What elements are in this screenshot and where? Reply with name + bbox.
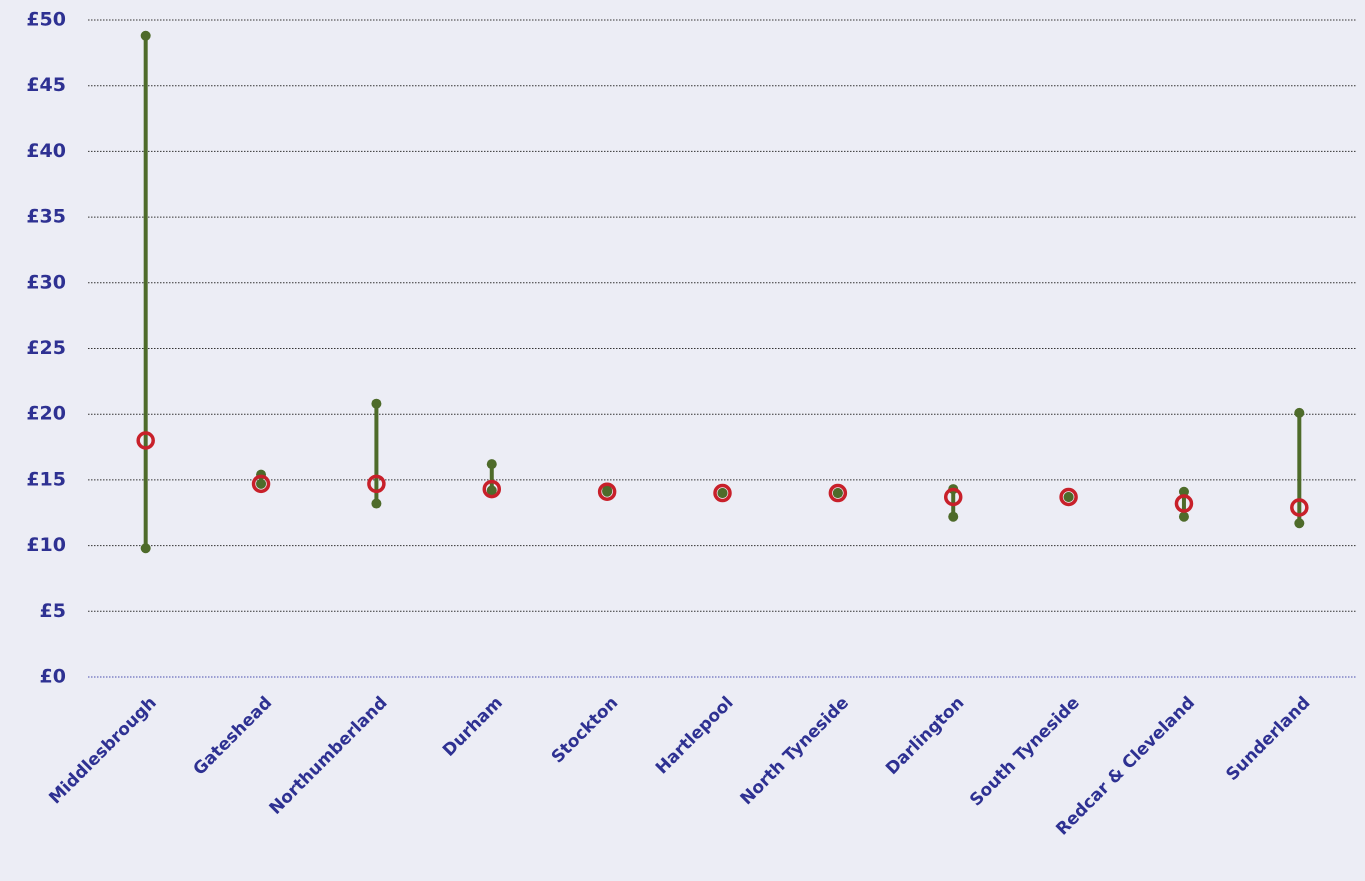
- y-tick-label: £35: [26, 206, 66, 228]
- y-tick-label: £30: [26, 271, 66, 293]
- x-tick-label: Middlesbrough: [45, 693, 160, 808]
- x-tick-label: North Tyneside: [737, 693, 853, 809]
- x-tick-label: Gateshead: [190, 693, 277, 780]
- value-marker: [482, 479, 502, 499]
- x-tick-label: Hartlepool: [652, 693, 738, 779]
- range-low: [1178, 511, 1189, 522]
- y-tick-label: £5: [40, 600, 66, 622]
- range-high: [1178, 486, 1189, 497]
- y-tick-label: £10: [26, 534, 66, 556]
- range-high: [486, 459, 497, 470]
- range-low: [486, 485, 497, 496]
- value-marker: [1290, 498, 1309, 517]
- value-marker: [136, 431, 155, 450]
- x-tick-label: Sunderland: [1222, 693, 1314, 785]
- range-low: [1294, 518, 1305, 529]
- value-marker: [367, 474, 386, 494]
- x-tick-label: Stockton: [548, 693, 622, 767]
- x-tick-label: Durham: [439, 693, 507, 761]
- range-low: [371, 498, 382, 509]
- x-tick-label: Northumberland: [266, 693, 392, 819]
- value-marker: [713, 483, 732, 503]
- y-tick-label: £50: [26, 9, 66, 31]
- range-low: [948, 511, 959, 522]
- range-high: [140, 30, 151, 41]
- range-high: [371, 398, 382, 409]
- value-marker: [828, 483, 848, 503]
- range-high: [1063, 491, 1074, 502]
- y-tick-label: £15: [26, 468, 66, 490]
- range-low: [256, 478, 267, 489]
- value-marker: [251, 474, 271, 494]
- range-high: [1294, 407, 1305, 418]
- y-tick-label: £20: [26, 403, 66, 425]
- x-tick-label: Darlington: [882, 693, 968, 779]
- value-marker: [1059, 487, 1078, 507]
- range-high: [602, 485, 613, 496]
- range-low: [140, 543, 151, 554]
- range-high: [717, 488, 728, 499]
- value-marker: [597, 482, 617, 501]
- y-tick-label: £40: [26, 140, 66, 162]
- value-marker: [1174, 494, 1194, 513]
- value-marker: [943, 487, 963, 507]
- y-tick-label: £25: [26, 337, 66, 359]
- y-tick-label: £0: [40, 666, 66, 688]
- x-tick-label: South Tyneside: [966, 693, 1083, 810]
- y-tick-label: £45: [26, 74, 66, 96]
- range-high: [832, 488, 843, 499]
